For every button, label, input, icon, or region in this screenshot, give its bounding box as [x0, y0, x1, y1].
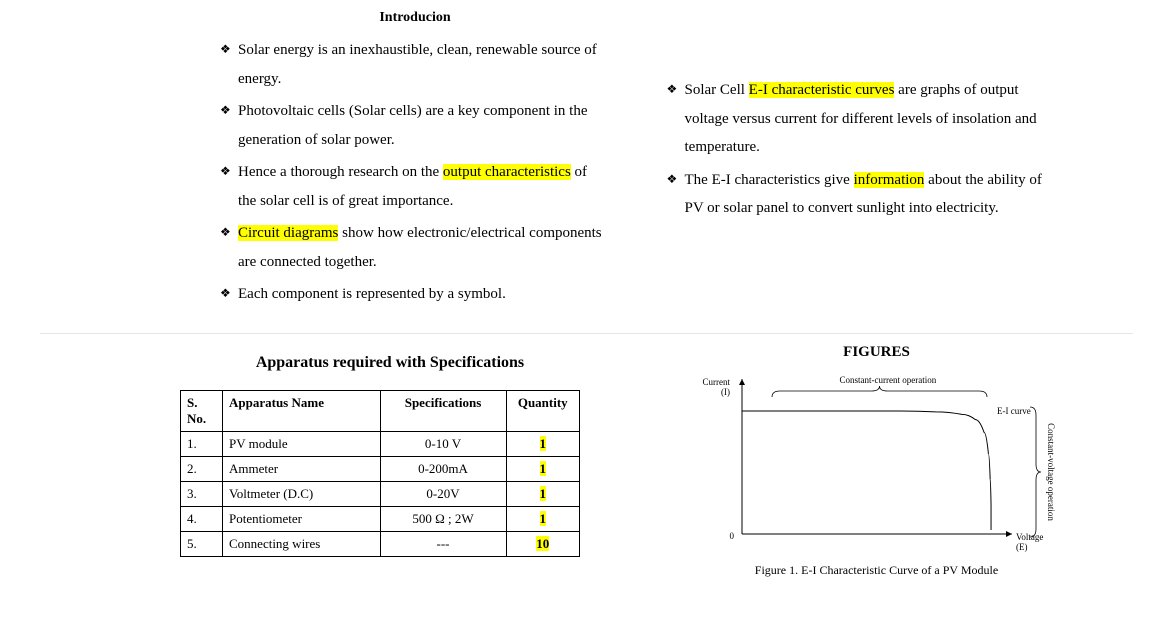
- apparatus-table: S. No.Apparatus NameSpecificationsQuanti…: [180, 390, 580, 557]
- bullet-item: Photovoltaic cells (Solar cells) are a k…: [220, 97, 607, 154]
- figures-title: FIGURES: [640, 344, 1113, 361]
- highlighted-text: 1: [540, 436, 547, 451]
- bullet-item: The E-I characteristics give information…: [667, 166, 1054, 223]
- highlighted-text: E-I characteristic curves: [749, 82, 895, 98]
- table-row: 2.Ammeter0-200mA 1: [181, 456, 580, 481]
- intro-right-bullets: Solar Cell E-I characteristic curves are…: [667, 76, 1054, 223]
- svg-text:(I): (I): [721, 387, 730, 397]
- figure-caption: Figure 1. E-I Characteristic Curve of a …: [755, 563, 998, 578]
- highlighted-text: 1: [540, 511, 547, 526]
- table-row: 3.Voltmeter (D.C)0-20V 1: [181, 481, 580, 506]
- bullet-text: Photovoltaic cells (Solar cells) are a k…: [238, 103, 587, 148]
- table-cell: Voltmeter (D.C): [223, 481, 381, 506]
- bullet-text: Solar Cell: [685, 82, 749, 98]
- table-cell: 1: [506, 481, 580, 506]
- table-cell: 5.: [181, 531, 223, 556]
- table-cell: 2.: [181, 456, 223, 481]
- figures-section: FIGURES 0 Current(I) Voltage(E) E-I curve Co…: [640, 344, 1113, 578]
- table-cell: ---: [380, 531, 506, 556]
- table-row: 1.PV module0-10 V 1: [181, 431, 580, 456]
- section-divider: [40, 333, 1133, 334]
- svg-text:Voltage: Voltage: [1016, 532, 1043, 542]
- intro-right-col: Solar Cell E-I characteristic curves are…: [667, 76, 1054, 313]
- svg-text:Constant-current operation: Constant-current operation: [839, 375, 936, 385]
- bullet-item: Solar energy is an inexhaustible, clean,…: [220, 36, 607, 93]
- table-header-cell: S. No.: [181, 390, 223, 431]
- table-cell: 1.: [181, 431, 223, 456]
- intro-left-col: Solar energy is an inexhaustible, clean,…: [220, 36, 607, 313]
- intro-title: Introducion: [240, 10, 590, 26]
- table-cell: PV module: [223, 431, 381, 456]
- table-cell: 0-20V: [380, 481, 506, 506]
- table-header-row: S. No.Apparatus NameSpecificationsQuanti…: [181, 390, 580, 431]
- svg-text:Constant-voltage operation: Constant-voltage operation: [1046, 423, 1056, 521]
- intro-left-bullets: Solar energy is an inexhaustible, clean,…: [220, 36, 607, 309]
- bullet-item: Circuit diagrams show how electronic/ele…: [220, 219, 607, 276]
- table-header-cell: Apparatus Name: [223, 390, 381, 431]
- highlighted-text: information: [854, 172, 925, 188]
- table-cell: 1: [506, 456, 580, 481]
- bullet-item: Hence a thorough research on the output …: [220, 158, 607, 215]
- table-header-cell: Quantity: [506, 390, 580, 431]
- highlighted-text: 1: [540, 486, 547, 501]
- table-cell: 4.: [181, 506, 223, 531]
- highlighted-text: 1: [540, 461, 547, 476]
- ei-curve-chart: 0 Current(I) Voltage(E) E-I curve Constant-c…: [697, 369, 1057, 559]
- table-row: 5.Connecting wires--- 10: [181, 531, 580, 556]
- table-cell: 3.: [181, 481, 223, 506]
- table-cell: 500 Ω ; 2W: [380, 506, 506, 531]
- table-cell: Connecting wires: [223, 531, 381, 556]
- bullet-text: Solar energy is an inexhaustible, clean,…: [238, 42, 597, 87]
- bullet-item: Solar Cell E-I characteristic curves are…: [667, 76, 1054, 162]
- highlighted-text: output characteristics: [443, 164, 571, 180]
- table-header-cell: Specifications: [380, 390, 506, 431]
- svg-text:Current: Current: [702, 377, 730, 387]
- table-cell: 1: [506, 431, 580, 456]
- apparatus-title: Apparatus required with Specifications: [180, 354, 600, 372]
- bullet-text: The E-I characteristics give: [685, 172, 854, 188]
- table-row: 4.Potentiometer500 Ω ; 2W 1: [181, 506, 580, 531]
- bullet-text: Hence a thorough research on the: [238, 164, 443, 180]
- highlighted-text: 10: [536, 536, 549, 551]
- table-cell: 10: [506, 531, 580, 556]
- highlighted-text: Circuit diagrams: [238, 225, 338, 241]
- table-cell: Ammeter: [223, 456, 381, 481]
- svg-text:(E): (E): [1016, 542, 1028, 552]
- table-cell: 0-10 V: [380, 431, 506, 456]
- bullet-text: Each component is represented by a symbo…: [238, 286, 506, 302]
- apparatus-section: Apparatus required with Specifications S…: [180, 344, 600, 578]
- svg-text:E-I curve: E-I curve: [997, 406, 1031, 416]
- intro-columns: Solar energy is an inexhaustible, clean,…: [40, 36, 1133, 313]
- svg-text:0: 0: [729, 531, 734, 541]
- table-cell: 1: [506, 506, 580, 531]
- table-cell: Potentiometer: [223, 506, 381, 531]
- table-cell: 0-200mA: [380, 456, 506, 481]
- bullet-item: Each component is represented by a symbo…: [220, 280, 607, 309]
